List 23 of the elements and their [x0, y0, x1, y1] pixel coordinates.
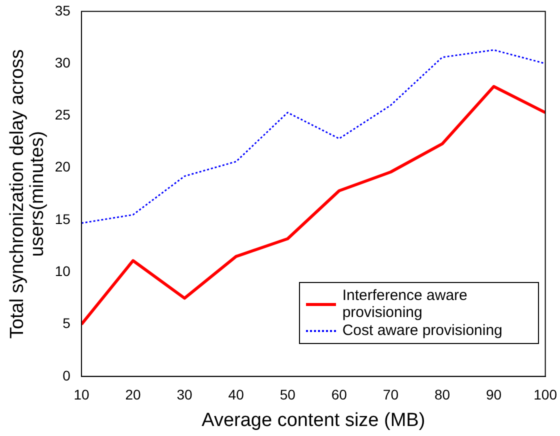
y-tick-label: 35: [54, 2, 71, 18]
x-tick-label: 100: [534, 386, 558, 403]
y-tick-label: 15: [54, 210, 71, 227]
legend-label: Interference aware provisioning: [342, 287, 468, 322]
y-tick-label: 20: [54, 158, 71, 175]
y-tick-label: 25: [54, 106, 71, 123]
x-tick-label: 30: [176, 386, 193, 403]
x-axis-title: Average content size (MB): [202, 410, 426, 431]
y-tick-label: 5: [62, 315, 71, 332]
y-axis-title: Total synchronization delay across users(minutes): [7, 49, 48, 339]
y-tick-label: 10: [54, 262, 71, 279]
x-tick-label: 60: [331, 386, 348, 403]
x-tick-label: 20: [125, 386, 142, 403]
x-tick-label: 10: [74, 386, 90, 403]
y-tick-label: 30: [54, 54, 71, 70]
x-tick-label: 40: [228, 386, 244, 403]
legend-label: Cost aware provisioning: [342, 322, 502, 340]
x-tick-label: 90: [486, 386, 502, 403]
x-tick-label: 80: [434, 386, 450, 403]
x-tick-label: 70: [382, 386, 399, 403]
line-series: [81, 49, 546, 224]
x-tick-label: 50: [280, 386, 296, 403]
y-tick-label: 0: [62, 367, 71, 384]
